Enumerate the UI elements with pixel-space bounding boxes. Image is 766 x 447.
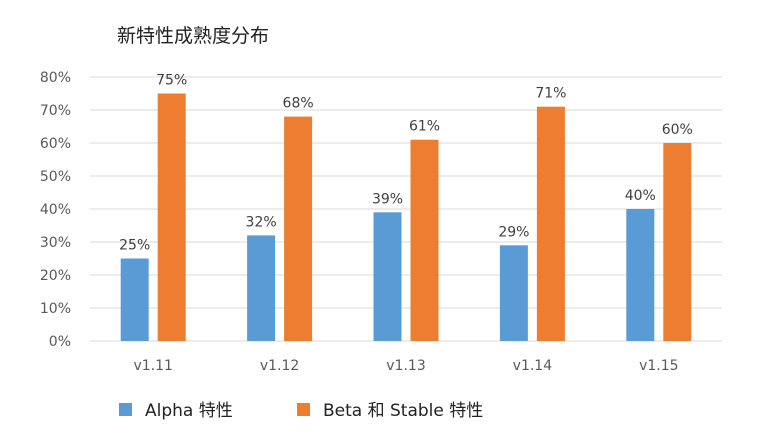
beta-stable-bar-v1-15 xyxy=(663,143,692,341)
y-tick-label: 10% xyxy=(40,301,71,317)
data-label: 25% xyxy=(119,238,150,254)
beta-stable-bar-v1-14 xyxy=(536,106,565,341)
x-tick-label: v1.13 xyxy=(386,358,425,374)
x-tick-label: v1.11 xyxy=(133,358,172,374)
data-label: 60% xyxy=(662,122,693,138)
x-axis-ticks: v1.11 v1.12 v1.13 v1.14 v1.15 xyxy=(133,358,678,374)
data-label: 75% xyxy=(156,73,187,89)
bars xyxy=(120,93,692,341)
beta-stable-bar-v1-12 xyxy=(284,116,313,341)
chart-title: 新特性成熟度分布 xyxy=(117,25,269,47)
data-label: 32% xyxy=(246,214,277,230)
data-label: 39% xyxy=(372,191,403,207)
y-tick-label: 20% xyxy=(40,268,71,284)
x-tick-label: v1.15 xyxy=(639,358,678,374)
y-tick-label: 40% xyxy=(40,202,71,218)
x-tick-label: v1.12 xyxy=(260,358,299,374)
legend-label: Beta 和 Stable 特性 xyxy=(323,401,483,421)
legend-swatch xyxy=(119,403,132,416)
y-tick-label: 60% xyxy=(40,136,71,152)
legend: Alpha 特性 Beta 和 Stable 特性 xyxy=(119,401,483,421)
y-axis-ticks: 0% 10% 20% 30% 40% 50% 60% 70% 80% xyxy=(40,70,71,350)
data-labels: 25% 75% 32% 68% 39% 61% 29% 71% 40% 60% xyxy=(119,73,693,254)
y-tick-label: 30% xyxy=(40,235,71,251)
legend-label: Alpha 特性 xyxy=(145,401,233,421)
beta-stable-bar-v1-13 xyxy=(410,139,439,341)
data-label: 40% xyxy=(625,188,656,204)
x-tick-label: v1.14 xyxy=(513,358,553,374)
alpha-bar-v1-14 xyxy=(499,245,528,341)
alpha-bar-v1-15 xyxy=(626,209,655,341)
y-tick-label: 70% xyxy=(40,103,71,119)
y-tick-label: 80% xyxy=(40,70,71,86)
beta-stable-bar-v1-11 xyxy=(157,93,186,341)
y-tick-label: 0% xyxy=(49,334,71,350)
gridlines xyxy=(90,76,722,342)
alpha-bar-v1-11 xyxy=(120,258,149,341)
data-label: 68% xyxy=(283,96,314,112)
y-tick-label: 50% xyxy=(40,169,71,185)
data-label: 61% xyxy=(409,119,440,135)
data-label: 71% xyxy=(535,86,566,102)
alpha-bar-v1-13 xyxy=(373,212,402,341)
legend-swatch xyxy=(297,403,310,416)
alpha-bar-v1-12 xyxy=(247,235,276,341)
data-label: 29% xyxy=(498,224,529,240)
